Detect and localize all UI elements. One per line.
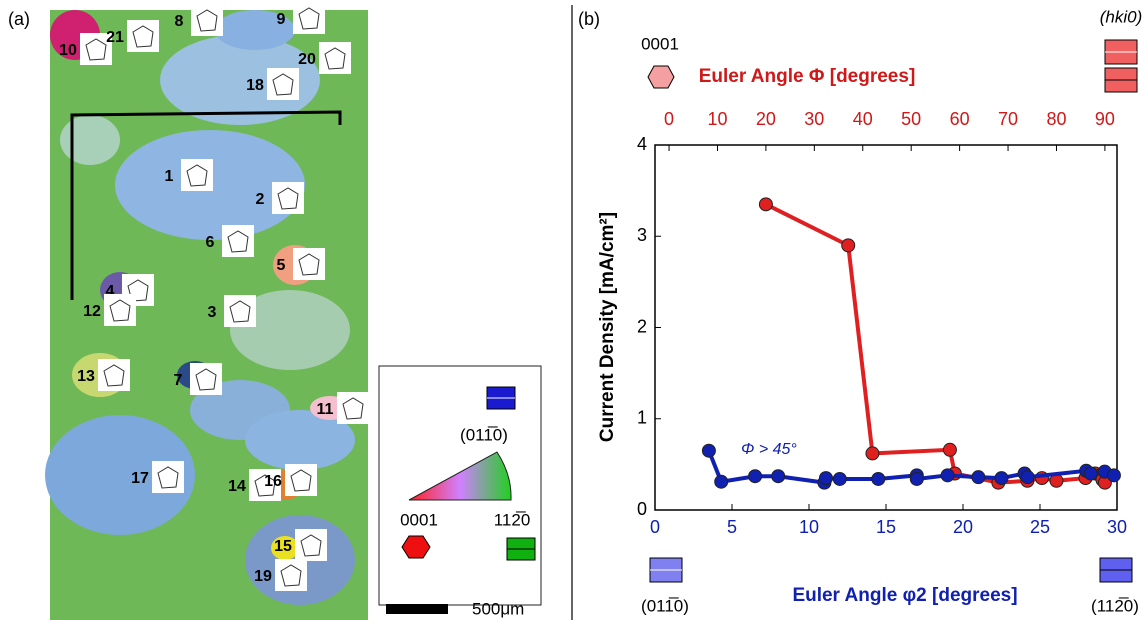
grain-label: 1 <box>165 168 174 185</box>
grain-label: 20 <box>298 51 316 68</box>
legend-label: 112̅0 <box>494 510 531 529</box>
x2-axis-label: Euler Angle Φ [degrees] <box>699 66 916 87</box>
grain-label: 17 <box>131 470 149 487</box>
y-tick-label: 2 <box>637 316 647 336</box>
grain-label: 14 <box>228 478 246 495</box>
grain-label: 16 <box>264 473 282 490</box>
x2-tick-label: 60 <box>950 109 970 129</box>
x2-tick-label: 20 <box>756 109 776 129</box>
x-tick-label: 0 <box>650 517 660 537</box>
orientation-icon <box>181 159 213 191</box>
x2-tick-label: 30 <box>804 109 824 129</box>
orientation-icon <box>337 392 369 424</box>
y-axis-label: Current Density [mA/cm²] <box>597 212 618 442</box>
orientation-icon <box>222 225 254 257</box>
orientation-icon <box>190 363 222 395</box>
grain-label: 12 <box>83 303 101 320</box>
data-point <box>749 470 762 483</box>
data-point <box>872 472 885 485</box>
orientation-icon <box>224 295 256 327</box>
orientation-icon <box>191 4 223 36</box>
data-point <box>995 472 1008 485</box>
grain-label: 13 <box>77 368 95 385</box>
y-tick-label: 4 <box>637 134 647 154</box>
grain-label: 11 <box>317 401 334 418</box>
data-point <box>715 475 728 488</box>
orientation-icon <box>319 42 351 74</box>
orientation-icon <box>293 2 325 34</box>
x2-tick-label: 10 <box>707 109 727 129</box>
x-tick-label: 15 <box>876 517 896 537</box>
grain-label: 21 <box>106 29 124 46</box>
grain-label: 10 <box>59 42 77 59</box>
legend-label: 0001 <box>400 510 438 529</box>
plot-frame <box>655 145 1117 510</box>
x2-tick-label: 0 <box>664 109 674 129</box>
x2-tick-label: 40 <box>853 109 873 129</box>
data-point <box>910 472 923 485</box>
scale-bar <box>386 604 448 614</box>
end-label: (112̅0) <box>1091 596 1139 615</box>
x-tick-label: 30 <box>1107 517 1127 537</box>
grain-label: 7 <box>174 372 183 389</box>
grain-label: 2 <box>256 191 265 208</box>
data-point <box>1021 471 1034 484</box>
end-label: (hki0) <box>1100 7 1143 26</box>
y-tick-label: 0 <box>637 499 647 519</box>
grain-label: 9 <box>277 11 286 28</box>
orientation-icon <box>295 529 327 561</box>
grain-label: 19 <box>254 568 272 585</box>
orientation-icon <box>285 464 317 496</box>
orientation-icon <box>293 248 325 280</box>
data-point <box>1084 467 1097 480</box>
x-tick-label: 25 <box>1030 517 1050 537</box>
data-point <box>1107 469 1120 482</box>
grain-label: 6 <box>206 234 215 251</box>
x2-tick-label: 50 <box>901 109 921 129</box>
orientation-icon <box>127 20 159 52</box>
orientation-icon <box>272 182 304 214</box>
y-tick-label: 3 <box>637 225 647 245</box>
data-point <box>819 472 832 485</box>
x2-tick-label: 80 <box>1046 109 1066 129</box>
x-tick-label: 5 <box>727 517 737 537</box>
end-label: (011̅0) <box>641 596 689 615</box>
data-point <box>702 444 715 457</box>
y-tick-label: 1 <box>637 408 647 428</box>
orientation-icon <box>275 559 307 591</box>
annotation: Φ > 45° <box>741 441 797 458</box>
data-point <box>772 470 785 483</box>
data-point <box>943 443 956 456</box>
data-point <box>833 472 846 485</box>
data-point <box>842 239 855 252</box>
panel-label: (b) <box>578 9 600 29</box>
x-tick-label: 10 <box>799 517 819 537</box>
scale-label: 500μm <box>472 599 524 618</box>
data-point <box>941 469 954 482</box>
panel-label: (a) <box>8 9 30 29</box>
figure: (a) (b) (011̅0) 0001 112̅0 500μm <box>0 0 1147 620</box>
x-axis-label: Euler Angle φ2 [degrees] <box>792 585 1017 606</box>
data-point <box>866 447 879 460</box>
end-label: 0001 <box>641 34 679 53</box>
grain-label: 3 <box>208 304 217 321</box>
grain-label: 15 <box>274 538 292 555</box>
grain-label: 18 <box>246 77 264 94</box>
icon <box>648 66 674 88</box>
x2-tick-label: 70 <box>998 109 1018 129</box>
legend-label: (011̅0) <box>460 425 508 444</box>
grain-label: 8 <box>175 13 184 30</box>
data-point <box>972 471 985 484</box>
grain-label: 5 <box>277 257 286 274</box>
data-point <box>759 198 772 211</box>
series-line <box>766 204 1105 482</box>
orientation-icon <box>152 461 184 493</box>
orientation-icon <box>98 359 130 391</box>
orientation-icon <box>267 68 299 100</box>
x2-tick-label: 90 <box>1095 109 1115 129</box>
x-tick-label: 20 <box>953 517 973 537</box>
orientation-icon <box>104 294 136 326</box>
